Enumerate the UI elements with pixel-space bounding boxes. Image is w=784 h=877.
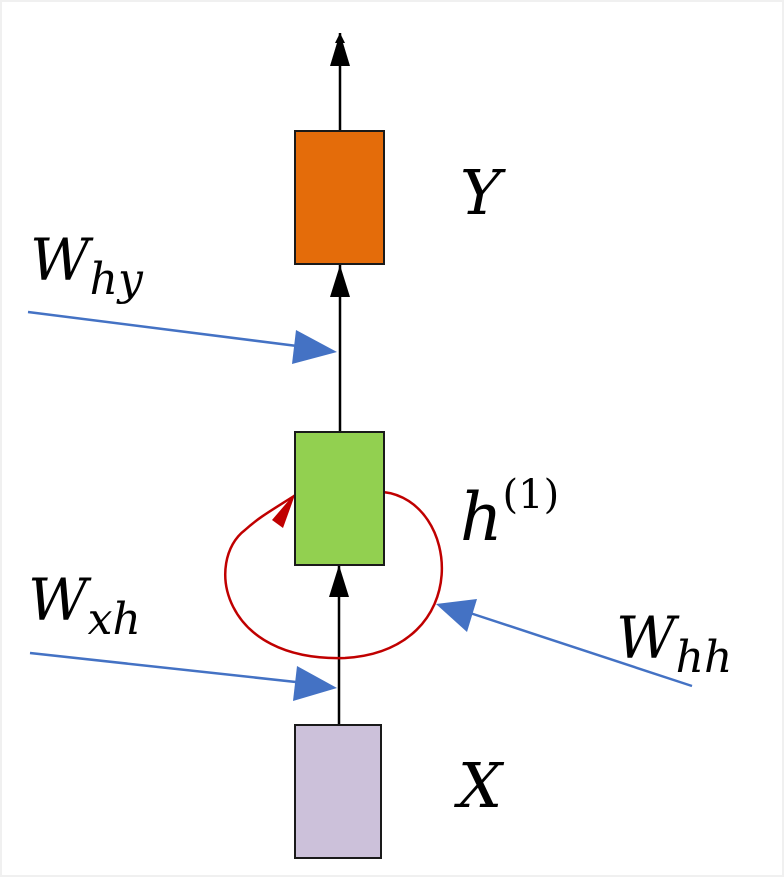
w-hh-arrow bbox=[469, 611, 693, 688]
w-hy-arrow bbox=[27, 310, 306, 349]
output-label: Y bbox=[460, 156, 506, 229]
recurrent-loop-arrowhead bbox=[272, 492, 296, 528]
hidden-label: h(1) bbox=[460, 472, 559, 556]
output-arrowhead bbox=[330, 33, 350, 66]
w-xh-arrow bbox=[29, 651, 306, 685]
w-hy-sub: hy bbox=[90, 254, 144, 305]
recurrent-loop bbox=[224, 490, 444, 660]
w-hh-arrowhead bbox=[436, 599, 477, 632]
w-hy-main: W bbox=[30, 226, 94, 294]
input-to-hidden-arrowhead bbox=[329, 565, 349, 597]
hidden-node bbox=[294, 431, 385, 566]
w-hh-sub: hh bbox=[676, 632, 733, 683]
input-node bbox=[294, 724, 382, 859]
w-hy-arrowhead bbox=[292, 330, 337, 364]
w-xh-sub: xh bbox=[88, 594, 141, 645]
w-hy-label: Why bbox=[30, 226, 144, 305]
hidden-label-main: h bbox=[460, 479, 503, 556]
hidden-label-superscript: (1) bbox=[503, 472, 560, 518]
input-label: X bbox=[454, 749, 505, 822]
w-hh-label: Whh bbox=[616, 604, 732, 683]
output-node bbox=[294, 130, 385, 265]
w-xh-arrowhead bbox=[293, 666, 337, 701]
w-xh-label: Wxh bbox=[28, 566, 141, 645]
w-xh-main: W bbox=[28, 566, 92, 634]
hidden-to-output-arrowhead bbox=[330, 265, 350, 297]
w-hh-main: W bbox=[616, 604, 680, 672]
